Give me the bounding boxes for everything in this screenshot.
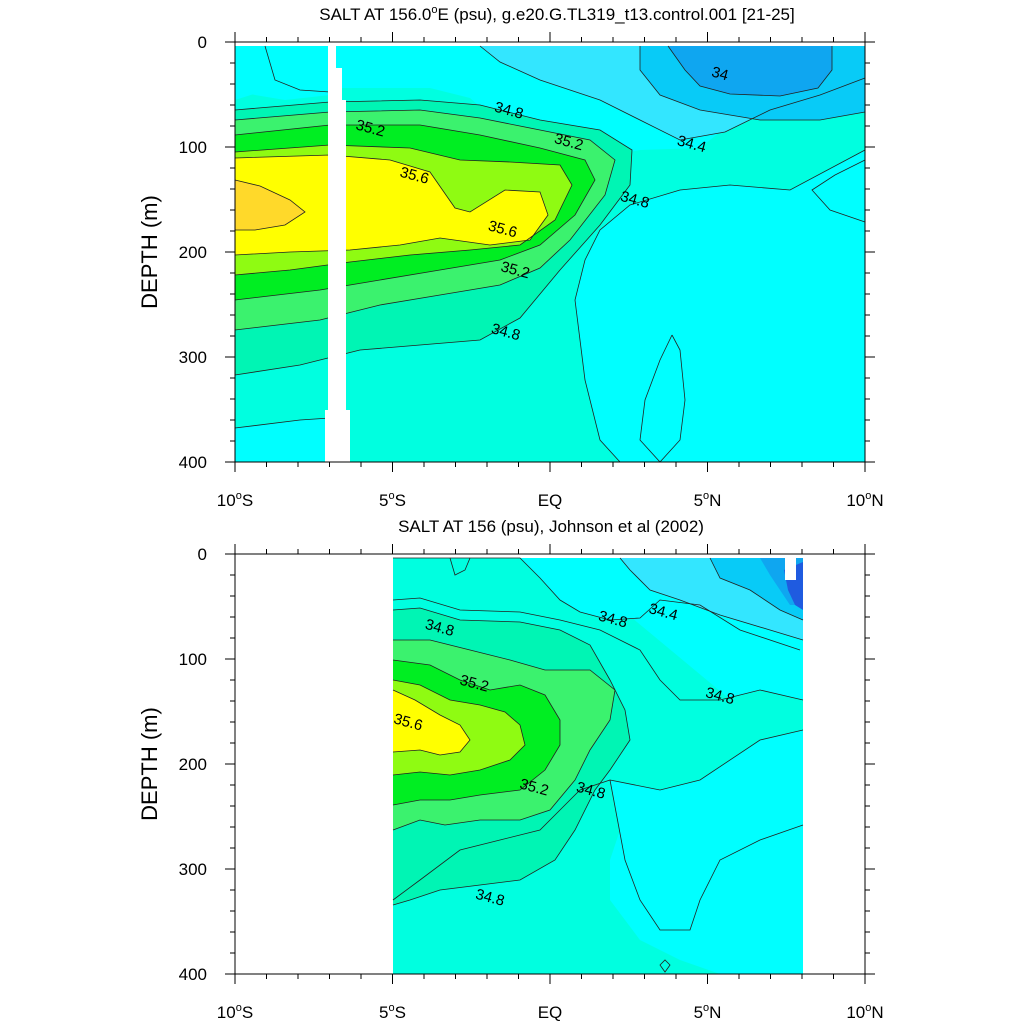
obs-fill-35-6 [393,690,470,755]
obs-contour-line [619,557,804,641]
x-tick-label: 5oN [694,490,722,510]
y-tick-label: 100 [179,650,207,669]
contour-value-label: 34.8 [489,320,522,344]
model-contour-line [234,154,549,256]
y-tick-label: 400 [179,965,207,984]
model-title-degree: o [431,4,437,16]
model-y-axis: 0 100 200 300 400 [179,33,207,472]
obs-contour-line [392,659,561,806]
model-contour-line [234,109,616,331]
contour-value-label: 34.4 [647,600,680,624]
observation-ticks [225,544,875,984]
x-tick-label: 10oS [217,490,253,510]
model-panel: SALT AT 156.0oE (psu), g.e20.G.TL319_t13… [137,4,884,510]
y-tick-label: 300 [179,860,207,879]
contour-value-label: 35.6 [392,710,425,734]
contour-value-label: 34.8 [704,684,737,708]
x-tick-label: EQ [538,1003,563,1022]
obs-fill-34-4-deep [610,730,803,930]
model-contour-line [811,159,866,223]
x-tick-label: EQ [538,491,563,510]
observation-contour-labels: 34.8 34.8 34.4 35.2 34.8 35.6 35.2 34.8 34.8 [392,600,736,910]
model-fill-33-8 [668,46,832,96]
obs-contour-line [709,557,804,621]
model-missing-column [325,40,350,462]
contour-value-label: 35.6 [398,164,431,188]
model-title-main: SALT AT 156.0 [319,5,431,24]
x-tick-label: 5oS [379,490,406,510]
contour-value-label: 35.6 [486,217,519,241]
contour-value-label: 34 [710,64,731,85]
obs-contour-line [609,779,804,931]
model-contour-line [234,124,596,301]
model-fill-35-6 [235,155,548,255]
y-tick-label: 400 [179,453,207,472]
contour-value-label: 35.2 [552,130,585,154]
obs-contour-line [392,639,616,831]
observation-contour-lines [392,557,804,973]
x-tick-label: 5oN [694,1002,722,1022]
y-tick-label: 300 [179,348,207,367]
model-x-axis: 10oS 5oS EQ 5oN 10oN [217,490,884,510]
x-tick-label: 10oN [846,490,883,510]
observation-contour-fill [393,558,803,974]
model-title-rest: E (psu), g.e20.G.TL319_t13.control.001 [… [438,5,795,24]
contour-value-label: 34.8 [493,99,526,123]
obs-contour-line [392,607,631,906]
contour-value-label: 35.2 [518,776,551,800]
observation-y-axis-title: DEPTH (m) [137,707,162,821]
contour-value-label: 34.8 [619,188,652,212]
model-contour-line [639,46,866,121]
model-contour-line [264,45,331,93]
obs-missing-notch [785,558,796,580]
y-tick-label: 200 [179,243,207,262]
model-ticks [225,32,875,472]
contour-value-label: 34.4 [675,132,708,156]
model-contour-line [234,99,633,376]
y-tick-label: 0 [198,33,207,52]
observation-y-axis: 0 100 200 300 400 [179,545,207,984]
contour-value-label: 34.8 [474,886,507,910]
model-panel-title: SALT AT 156.0oE (psu), g.e20.G.TL319_t13… [319,4,795,24]
model-contour-labels: 34 34.8 35.2 35.2 34.4 35.6 34.8 35.6 35.2 34.8 [354,64,730,345]
obs-contour-line [609,729,804,791]
model-contour-line [234,179,306,231]
model-contour-lines [234,45,866,463]
observation-panel: SALT AT 156 (psu), Johnson et al (2002) [137,517,884,1022]
model-contour-line [234,417,331,429]
x-tick-label: 10oN [846,1002,883,1022]
model-fill-34-4-deep [575,130,865,462]
model-fill-34-4-surface-south [235,46,330,100]
model-contour-line [234,144,573,276]
observation-panel-title: SALT AT 156 (psu), Johnson et al (2002) [398,517,704,536]
observation-x-axis: 10oS 5oS EQ 5oN 10oN [217,1002,884,1022]
contour-value-label: 35.2 [499,258,532,282]
model-fill-35-8 [235,180,305,230]
y-tick-label: 200 [179,755,207,774]
contour-value-label: 34.8 [575,779,608,803]
obs-contour-line [449,557,471,576]
contour-value-label: 35.2 [458,672,491,696]
obs-contour-line [392,689,471,756]
obs-contour-line [659,959,671,973]
obs-contour-line [392,679,526,776]
model-contour-line [667,45,833,97]
model-contour-line [574,149,866,463]
model-y-axis-title: DEPTH (m) [137,195,162,309]
y-tick-label: 100 [179,138,207,157]
obs-fill-34-4-north [560,558,803,974]
obs-contour-line [392,779,611,901]
contour-value-label: 35.2 [354,117,387,141]
y-tick-label: 0 [198,545,207,564]
contour-value-label: 34.8 [597,608,630,632]
obs-contour-line [393,557,801,651]
model-fill-34-4-deep-south [235,418,330,462]
x-tick-label: 10oS [217,1002,253,1022]
obs-contour-line [392,597,804,701]
x-tick-label: 5oS [379,1002,406,1022]
model-contour-line [479,45,866,141]
contour-value-label: 34.8 [423,616,456,640]
